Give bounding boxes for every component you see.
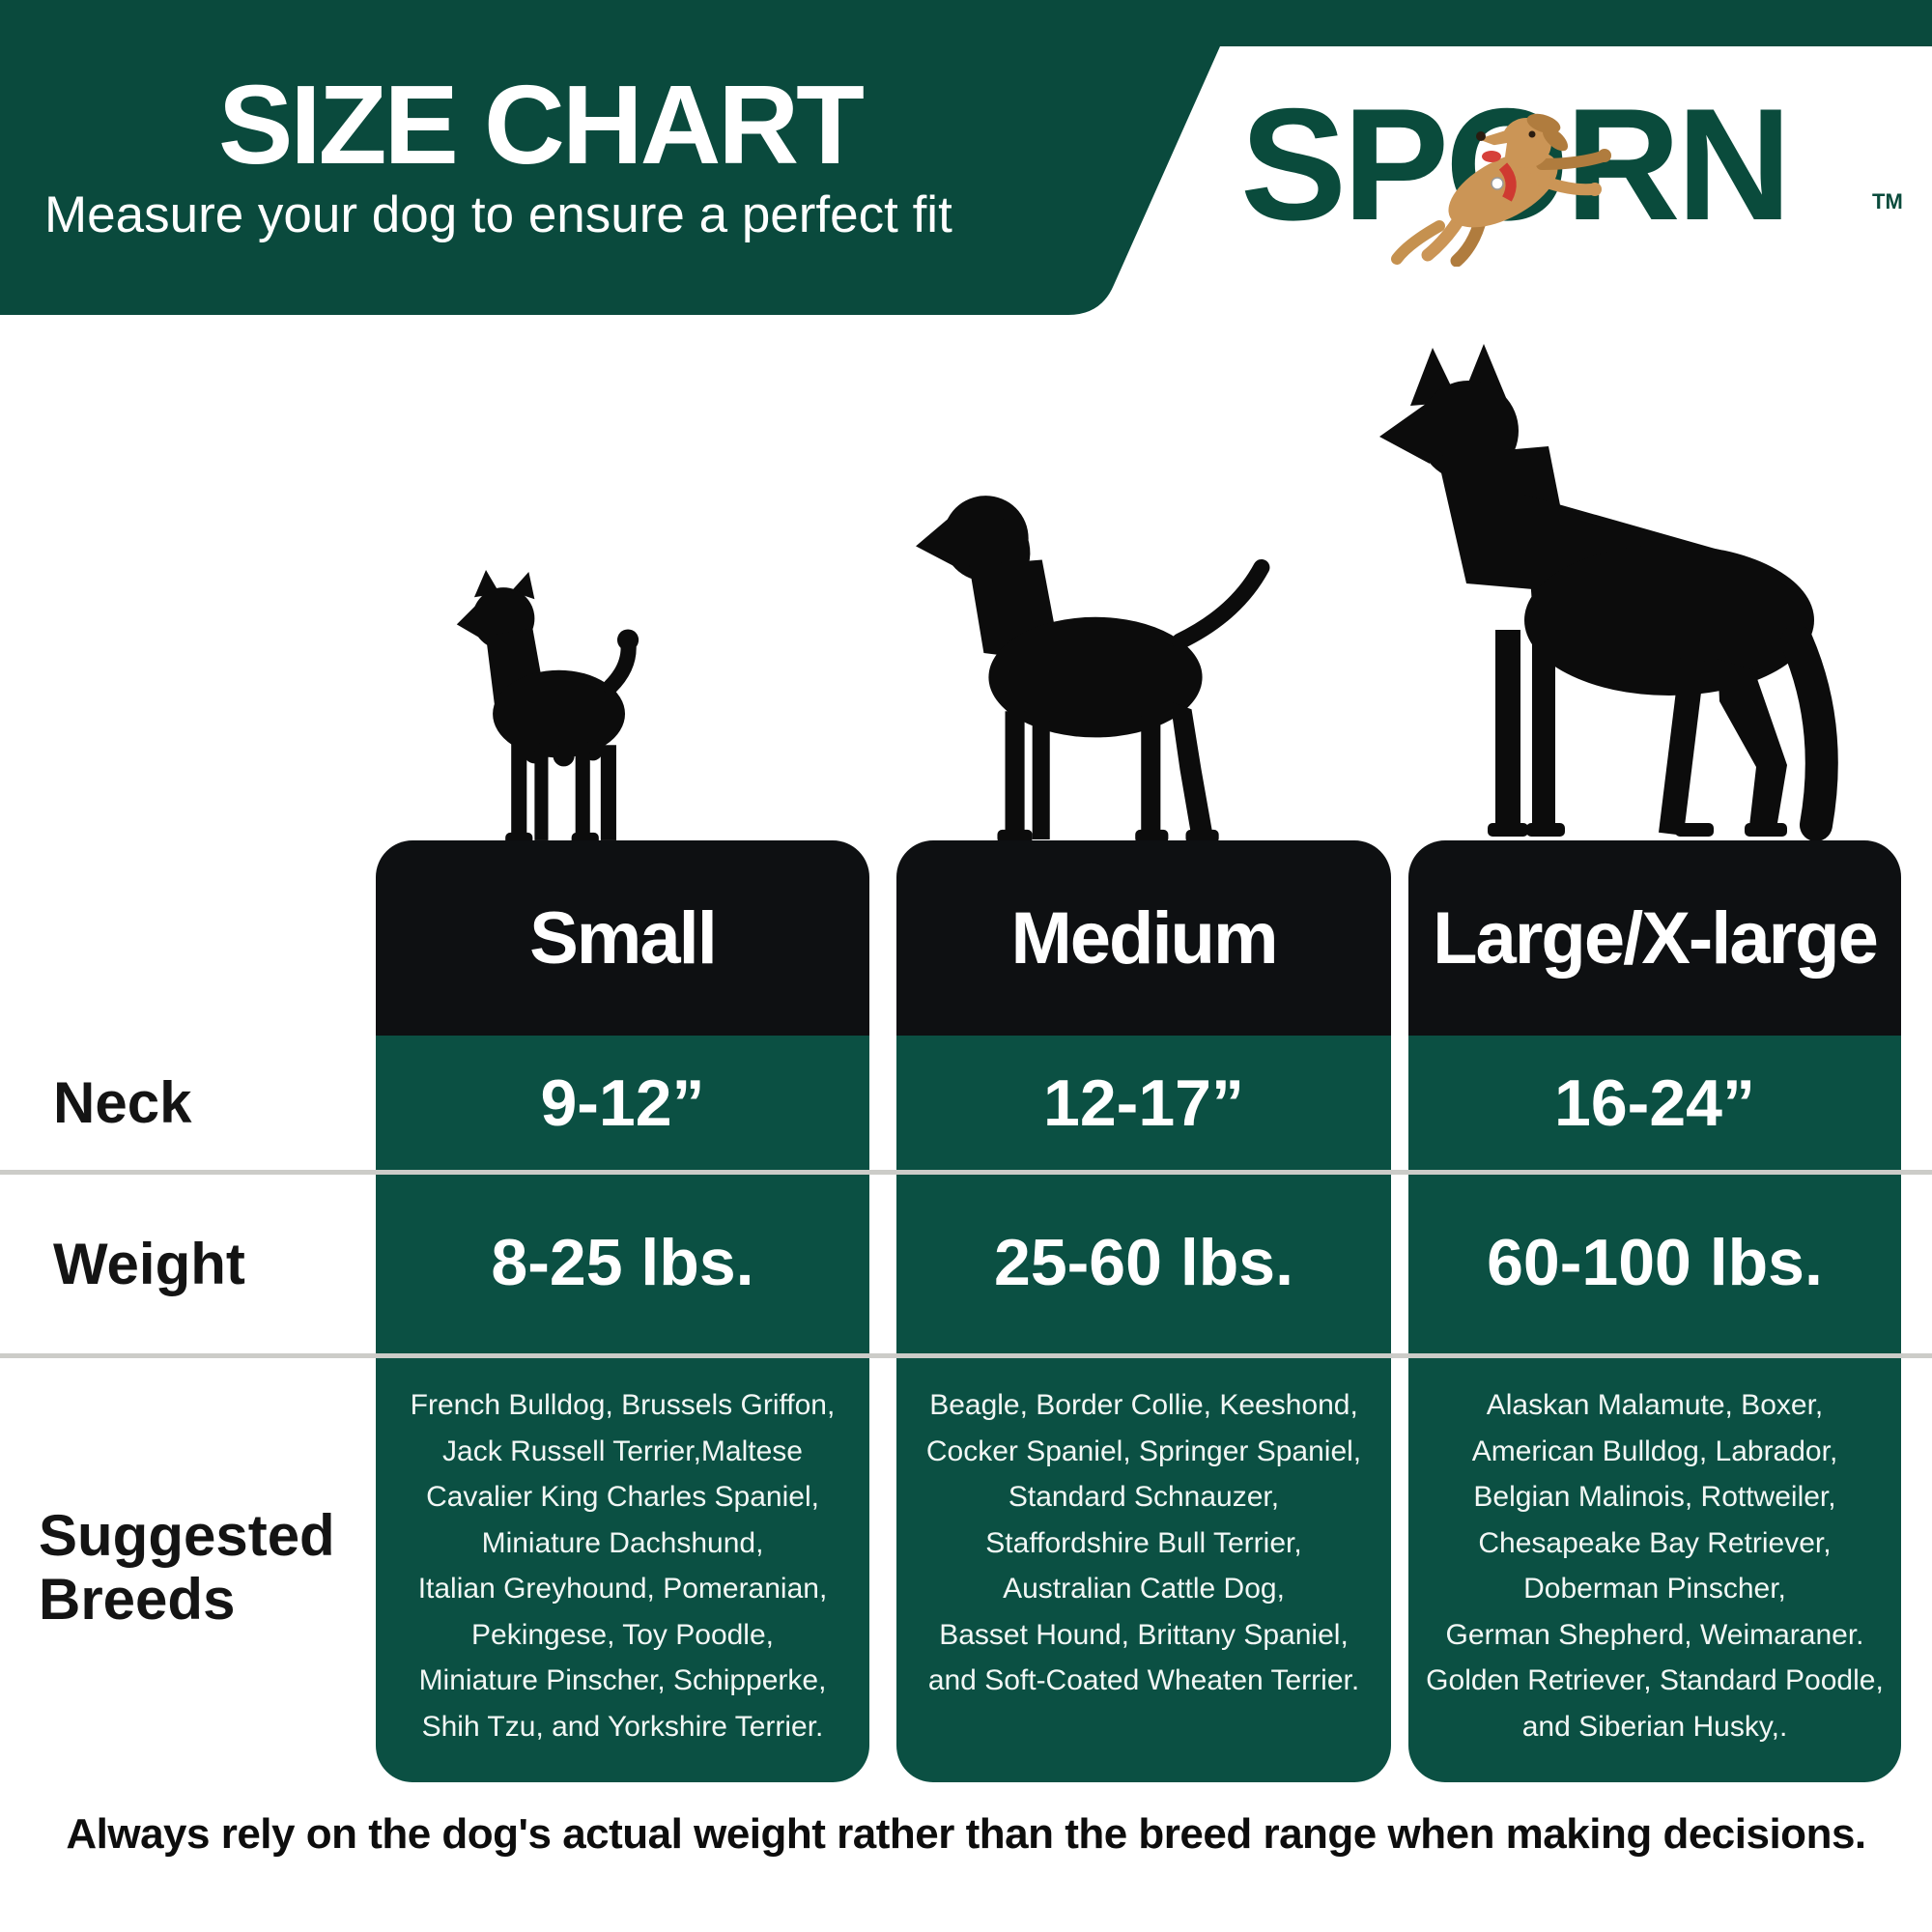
breed-line: Chesapeake Bay Retriever, <box>1478 1526 1832 1559</box>
column-header-small: Small <box>376 840 869 1036</box>
row-divider-weight-breeds <box>0 1353 1932 1358</box>
row-label-breeds: Breeds <box>39 1567 236 1632</box>
breed-line: and Siberian Husky,. <box>1521 1710 1788 1743</box>
neck-value-small: 9-12” <box>540 1066 705 1140</box>
page-title: SIZE CHART <box>218 62 865 187</box>
breed-line: Italian Greyhound, Pomeranian, <box>417 1573 828 1605</box>
weight-value-large-xlarge: 60-100 lbs. <box>1487 1226 1823 1299</box>
column-body-small: 9-12” 8-25 lbs. French Bulldog, Brussels… <box>376 1036 869 1782</box>
small-dog-silhouette-icon <box>456 570 639 845</box>
breed-line: Pekingese, Toy Poodle, <box>471 1618 774 1651</box>
column-header-label: Medium <box>1010 896 1278 980</box>
row-label-suggested: Suggested <box>39 1503 335 1568</box>
large-dog-silhouette-icon <box>1379 344 1838 841</box>
breed-line: Belgian Malinois, Rottweiler, <box>1473 1481 1836 1513</box>
breed-line: Staffordshire Bull Terrier, <box>985 1526 1302 1559</box>
breeds-list-medium: Beagle, Border Collie, Keeshond, Cocker … <box>896 1354 1391 1810</box>
breeds-list-large-xlarge: Alaskan Malamute, Boxer, American Bulldo… <box>1408 1354 1901 1810</box>
breed-line: Basset Hound, Brittany Spaniel, <box>939 1618 1349 1651</box>
row-label-neck: Neck <box>53 1070 192 1135</box>
breed-line: French Bulldog, Brussels Griffon, <box>410 1389 836 1421</box>
neck-value-large-xlarge: 16-24” <box>1554 1066 1755 1140</box>
breed-line: Standard Schnauzer, <box>1008 1481 1280 1513</box>
breed-line: Alaskan Malamute, Boxer, <box>1486 1389 1824 1421</box>
size-column-large-xlarge: Large/X-large 16-24” 60-100 lbs. Alaskan… <box>1408 840 1901 1782</box>
weight-value-medium: 25-60 lbs. <box>994 1226 1293 1299</box>
breeds-list-small: French Bulldog, Brussels Griffon, Jack R… <box>376 1354 869 1810</box>
column-header-large-xlarge: Large/X-large <box>1408 840 1901 1036</box>
breed-line: American Bulldog, Labrador, <box>1471 1435 1838 1467</box>
weight-value-small: 8-25 lbs. <box>491 1226 754 1299</box>
row-divider-neck-weight <box>0 1170 1932 1175</box>
breed-line: Beagle, Border Collie, Keeshond, <box>929 1389 1358 1421</box>
breed-line: Cocker Spaniel, Springer Spaniel, <box>925 1435 1362 1467</box>
header-banner <box>0 0 1932 315</box>
breed-line: and Soft-Coated Wheaten Terrier. <box>927 1664 1360 1696</box>
column-header-label: Small <box>529 896 718 980</box>
neck-value-medium: 12-17” <box>1043 1066 1244 1140</box>
trademark-symbol: TM <box>1872 189 1903 213</box>
column-body-medium: 12-17” 25-60 lbs. Beagle, Border Collie,… <box>896 1036 1391 1782</box>
breed-line: Miniature Dachshund, <box>481 1526 764 1559</box>
breed-line: Jack Russell Terrier,Maltese <box>442 1435 803 1467</box>
breed-line: Cavalier King Charles Spaniel, <box>426 1481 819 1513</box>
size-column-small: Small 9-12” 8-25 lbs. French Bulldog, Br… <box>376 840 869 1782</box>
row-label-suggested-breeds: Suggested Breeds <box>0 1353 406 1782</box>
page-subtitle: Measure your dog to ensure a perfect fit <box>44 186 952 243</box>
column-body-large-xlarge: 16-24” 60-100 lbs. Alaskan Malamute, Box… <box>1408 1036 1901 1782</box>
column-header-medium: Medium <box>896 840 1391 1036</box>
breed-line: Shih Tzu, and Yorkshire Terrier. <box>421 1710 824 1743</box>
breed-line: Golden Retriever, Standard Poodle, <box>1426 1664 1884 1696</box>
row-label-weight: Weight <box>53 1232 245 1296</box>
breed-line: German Shepherd, Weimaraner. <box>1445 1618 1864 1651</box>
size-column-medium: Medium 12-17” 25-60 lbs. Beagle, Border … <box>896 840 1391 1782</box>
breed-line: Australian Cattle Dog, <box>1003 1573 1285 1605</box>
leaping-dog-mascot-icon <box>1391 113 1611 267</box>
breed-line: Miniature Pinscher, Schipperke, <box>418 1664 827 1696</box>
medium-dog-silhouette-icon <box>916 496 1270 843</box>
footer-note: Always rely on the dog's actual weight r… <box>66 1810 1866 1858</box>
breed-line: Doberman Pinscher, <box>1523 1573 1786 1605</box>
column-header-label: Large/X-large <box>1433 896 1879 980</box>
